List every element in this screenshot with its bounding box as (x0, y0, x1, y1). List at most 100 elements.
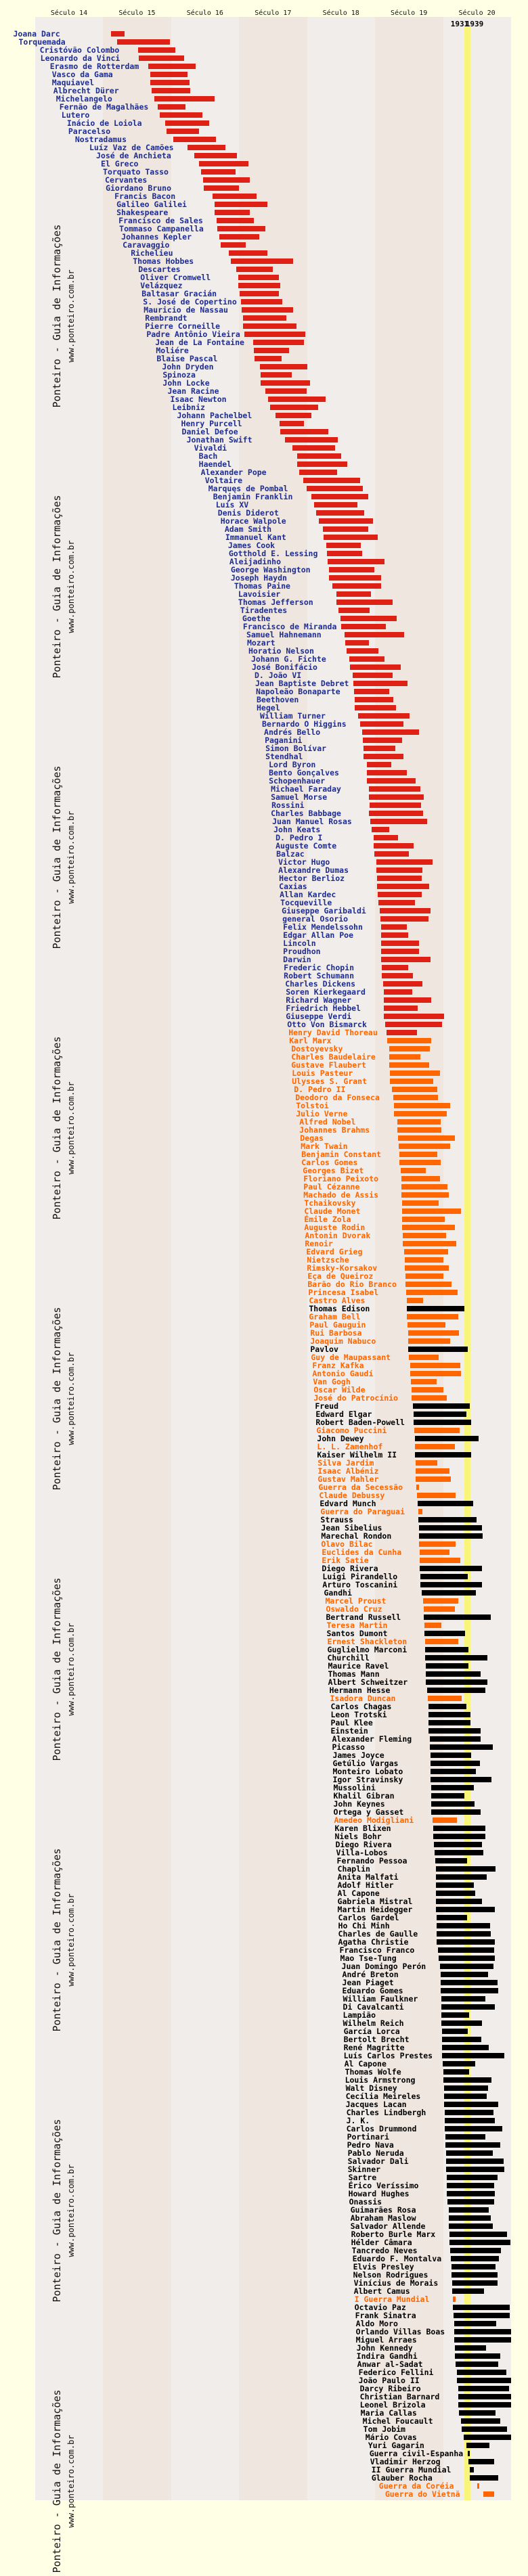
lifespan-bar (362, 729, 420, 735)
lifespan-bar (463, 2435, 511, 2440)
person-label: William Faulkner (343, 1994, 418, 2004)
watermark-url[interactable]: www.ponteiro.com.br (66, 1623, 76, 1716)
lifespan-bar (399, 1152, 437, 1157)
lifespan-bar (445, 2159, 504, 2164)
lifespan-bar (466, 2443, 489, 2448)
person-label: John Dewey (317, 1434, 364, 1443)
person-label: Charles de Gaulle (338, 1929, 418, 1939)
person-label: Edgar Allan Poe (283, 930, 354, 940)
lifespan-bar (399, 1160, 441, 1165)
lifespan-bar (436, 1915, 467, 1920)
lifespan-bar (405, 1282, 452, 1287)
lifespan-bar (420, 1566, 482, 1571)
person-label: Claude Debussy (319, 1491, 385, 1500)
lifespan-bar (392, 1087, 437, 1092)
person-label: Mozart (246, 638, 276, 648)
lifespan-bar (369, 811, 424, 816)
person-label: Fernando Pessoa (336, 1856, 408, 1866)
lifespan-bar (292, 445, 335, 451)
person-label: James Cook (227, 541, 276, 550)
person-label: Alexander Pope (200, 468, 267, 477)
lifespan-bar (260, 364, 307, 369)
person-label: Velázquez (140, 281, 183, 290)
person-label: Caxias (279, 882, 307, 891)
person-label: Strauss (320, 1515, 353, 1524)
person-label: Luís Carlos Prestes (343, 2051, 433, 2060)
person-label: Maquiavel (51, 78, 95, 87)
lifespan-bar (204, 185, 240, 191)
lifespan-bar (370, 819, 428, 824)
person-label: Voltaire (204, 476, 243, 485)
watermark-url[interactable]: www.ponteiro.com.br (66, 1081, 76, 1175)
person-label: Amedeo Modigliani (334, 1815, 414, 1825)
person-label: Fernão de Magalhães (59, 102, 149, 112)
lifespan-bar (380, 916, 429, 922)
person-label: Giuseppe Garibaldi (282, 906, 366, 916)
lifespan-bar (381, 932, 409, 938)
lifespan-bar (387, 1030, 418, 1035)
person-label: Thomas Jefferson (238, 597, 313, 607)
person-label: Khalil Gibran (333, 1791, 395, 1801)
watermark-url[interactable]: www.ponteiro.com.br (66, 2164, 76, 2257)
lifespan-bar (435, 1866, 496, 1872)
person-label: Robert Baden-Powell (315, 1418, 405, 1427)
person-label: Horatio Nelson (248, 646, 314, 656)
lifespan-bar (419, 1541, 456, 1547)
person-label: Orlando Villas Boas (355, 2327, 445, 2336)
watermark-url[interactable]: www.ponteiro.com.br (66, 2435, 76, 2528)
person-label: John Dryden (162, 362, 214, 371)
person-label: Johann G. Fichte (250, 654, 326, 664)
lifespan-bar (424, 1614, 491, 1620)
person-label: Erik Satie (322, 1556, 369, 1565)
person-label: Walt Disney (345, 2083, 397, 2093)
person-label: Victor Hugo (278, 857, 330, 867)
person-label: John Locke (162, 378, 210, 388)
watermark-url[interactable]: www.ponteiro.com.br (66, 540, 76, 633)
person-label: Claude Monet (304, 1206, 361, 1216)
person-label: Franz Kafka (312, 1361, 364, 1370)
lifespan-bar (238, 275, 279, 280)
person-label: Federico Fellini (358, 2368, 434, 2377)
lifespan-bar (446, 2175, 498, 2180)
highlight-end-label: 1939 (465, 20, 484, 28)
person-label: Immanuel Kant (225, 533, 286, 542)
person-label: Felix Mendelssohn (283, 922, 363, 932)
lifespan-bar (355, 705, 397, 710)
lifespan-bar (340, 624, 387, 629)
lifespan-bar (428, 1696, 462, 1701)
person-label: Jonathan Swift (186, 435, 252, 445)
lifespan-bar (231, 258, 293, 264)
lifespan-bar (221, 242, 246, 248)
watermark-url[interactable]: www.ponteiro.com.br (66, 1893, 76, 1987)
watermark-title: Ponteiro - Guia de Informações (51, 2389, 63, 2573)
person-label: Wilhelm Reich (343, 2018, 404, 2028)
lifespan-bar (436, 1931, 491, 1937)
lifespan-bar (261, 372, 292, 378)
lifespan-bar (354, 689, 390, 694)
watermark-url[interactable]: www.ponteiro.com.br (66, 269, 76, 363)
lifespan-bar (408, 1347, 468, 1352)
person-label: Otto Von Bismarck (287, 1020, 367, 1029)
lifespan-bar (448, 2215, 491, 2221)
person-label: Leon Trotski (330, 1710, 387, 1719)
person-label: Paganini (265, 736, 303, 745)
lifespan-bar (377, 876, 422, 881)
lifespan-bar (393, 1095, 438, 1100)
lifespan-bar (448, 2207, 489, 2213)
lifespan-bar (430, 1736, 481, 1742)
lifespan-bar (426, 1679, 487, 1685)
lifespan-bar (242, 307, 293, 313)
lifespan-bar (407, 1314, 458, 1319)
person-label: Marquęs de Pombal (208, 484, 288, 493)
lifespan-bar (353, 673, 393, 678)
watermark-url[interactable]: www.ponteiro.com.br (66, 1352, 76, 1445)
lifespan-bar (437, 1947, 494, 1953)
lifespan-bar (415, 1452, 471, 1458)
lifespan-bar (416, 1460, 437, 1466)
watermark-url[interactable]: www.ponteiro.com.br (66, 811, 76, 904)
person-label: Padre Antônio Vieira (146, 330, 240, 339)
lifespan-bar (410, 1371, 461, 1376)
person-label: Cervantes (105, 175, 148, 185)
lifespan-bar (418, 1509, 423, 1514)
lifespan-bar (253, 340, 304, 345)
